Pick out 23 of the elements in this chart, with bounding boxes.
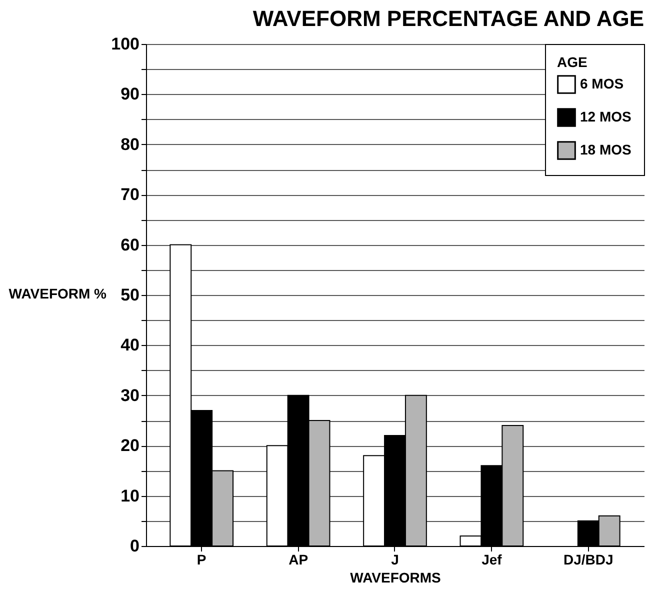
y-tick-label: 60 — [120, 235, 140, 254]
x-tick-label: DJ/BDJ — [564, 552, 614, 568]
legend-label: 6 MOS — [580, 76, 624, 92]
legend-label: 12 MOS — [580, 108, 632, 124]
y-tick-label: 50 — [120, 286, 140, 304]
legend-label: 18 MOS — [580, 142, 632, 158]
y-tick-label: 10 — [120, 486, 140, 506]
y-axis-title: WAVEFORM % — [8, 286, 108, 302]
x-tick-label: P — [196, 552, 206, 568]
y-tick-label: 20 — [120, 436, 140, 456]
y-tick-label: 30 — [120, 386, 140, 405]
y-tick-label: 90 — [120, 84, 140, 104]
x-tick-label: Jef — [482, 552, 502, 568]
y-tick-label: 70 — [120, 185, 140, 204]
x-axis-title: WAVEFORMS — [350, 570, 441, 586]
chart-title: WAVEFORM PERCENTAGE AND AGE — [252, 6, 644, 31]
x-tick-label: J — [391, 552, 399, 568]
legend-title: AGE — [557, 54, 588, 70]
y-tick-label: 0 — [130, 536, 140, 556]
x-tick-label: AP — [288, 552, 308, 568]
y-tick-label: 100 — [111, 34, 140, 54]
y-tick-label: 40 — [120, 336, 140, 355]
y-tick-label: 80 — [120, 134, 140, 154]
